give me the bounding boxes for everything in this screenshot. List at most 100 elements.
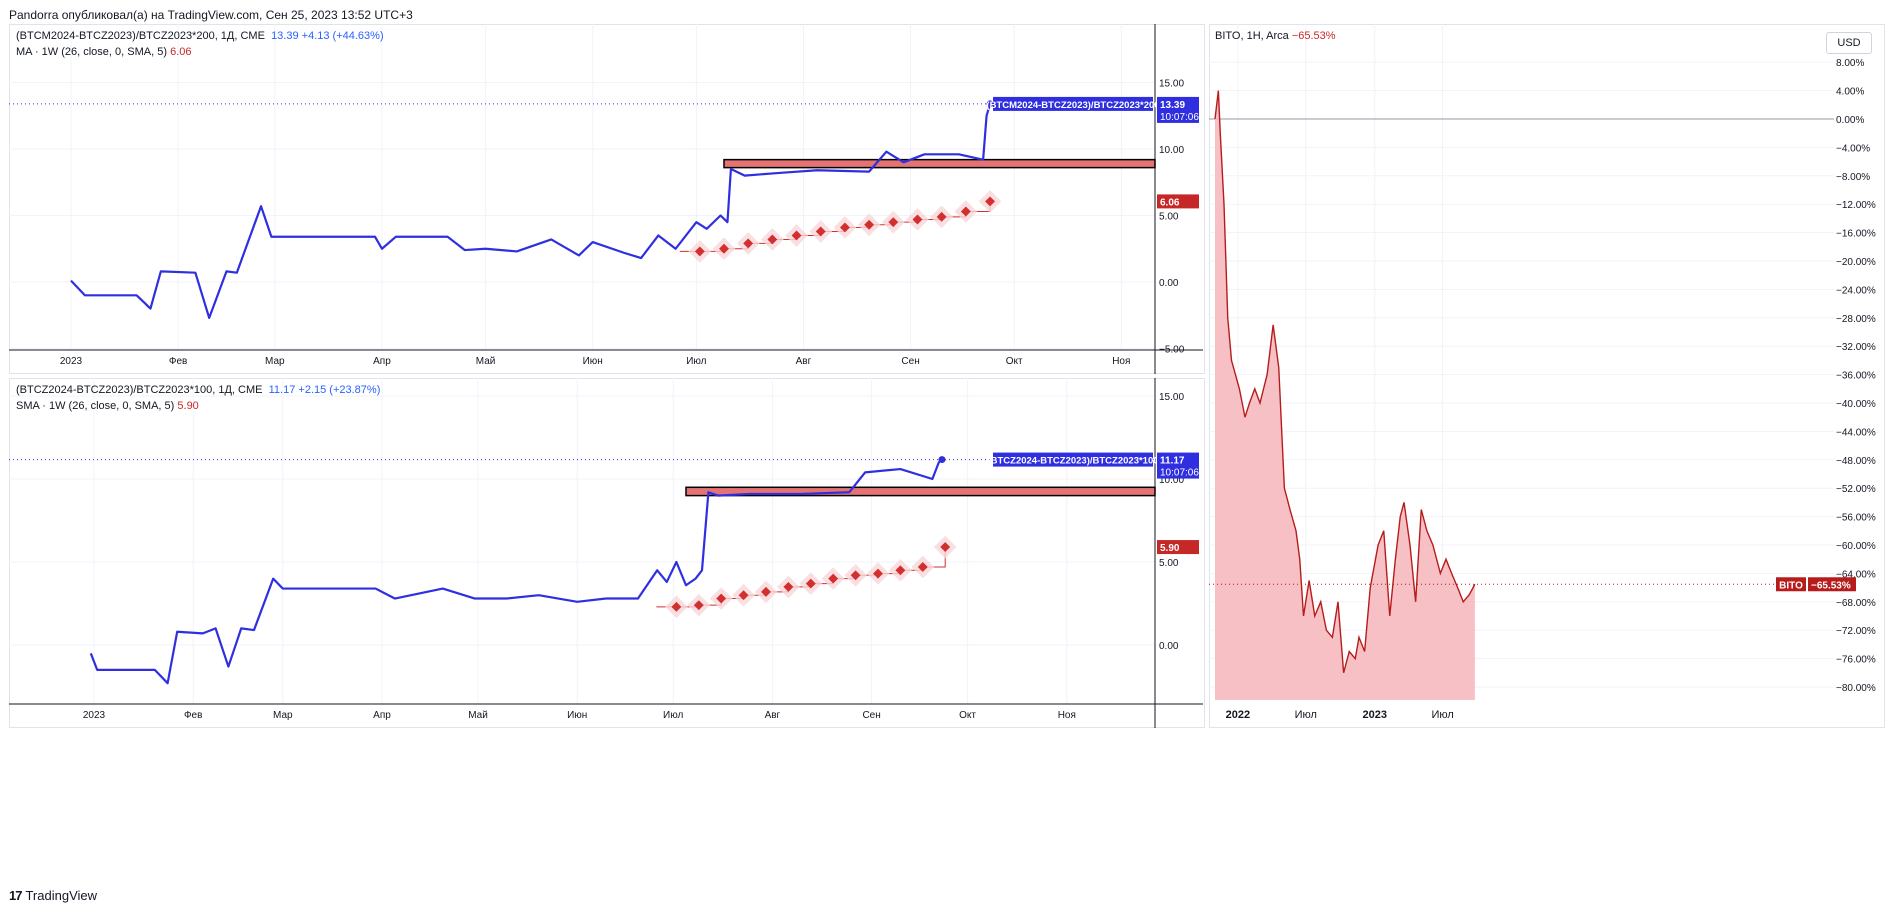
price-tag-box [1157,96,1199,123]
ma-tag-box [1157,194,1199,209]
top-ma-label: MA · 1W (26, close, 0, SMA, 5) [16,46,167,58]
y-tick-label: −40.00% [1836,399,1876,410]
bottom-legend: (BTCZ2024-BTCZ2023)/BTCZ2023*100, 1Д, CM… [16,382,380,414]
y-tick-label: 4.00% [1836,87,1864,98]
footer-brand: TradingView [25,888,98,903]
y-tick-label: −16.00% [1836,229,1876,240]
x-tick-label: Авг [765,710,781,721]
x-tick-label: 2023 [83,710,106,721]
ma-point [805,578,816,589]
x-tick-label: Июн [567,710,587,721]
x-tick-label: Ноя [1112,356,1130,367]
x-tick-label: Апр [373,710,391,721]
price-tag-box [1808,577,1856,592]
y-tick-label: −32.00% [1836,342,1876,353]
x-tick-label: Июн [583,356,603,367]
last-point-marker [986,100,994,108]
x-tick-label: Май [468,710,488,721]
y-tick-label: −64.00% [1836,569,1876,580]
y-tick-label: −52.00% [1836,484,1876,495]
price-tag-label-box [1776,577,1806,592]
price-tag-label: (BTCZ2024-BTCZ2023)/BTCZ2023*100 [987,456,1158,467]
bottom-chart-pane[interactable] [9,378,1205,728]
currency-selector[interactable]: USD [1826,32,1872,54]
price-tag-label: (BTCM2024-BTCZ2023)/BTCZ2023*200 [986,100,1159,111]
ma-point [761,586,771,597]
x-tick-label: Июл [686,356,706,367]
ma-point [693,600,704,611]
y-tick-label: −44.00% [1836,427,1876,438]
x-tick-label: Фев [184,710,202,721]
y-tick-label: −8.00% [1836,172,1870,183]
publish-header: Pandorra опубликовал(а) на TradingView.c… [9,8,413,22]
ma-point [936,211,947,222]
y-tick-label: 8.00% [1836,58,1864,69]
y-tick-label: −56.00% [1836,513,1876,524]
y-tick-label: 15.00 [1159,79,1184,90]
y-tick-label: −36.00% [1836,371,1876,382]
top-legend: (BTCM2024-BTCZ2023)/BTCZ2023*200, 1Д, CM… [16,28,384,60]
x-tick-label: Мар [273,710,293,721]
bottom-ma-value: 5.90 [177,400,199,412]
price-tag-value: 13.39 [1160,100,1185,111]
y-tick-label: −12.00% [1836,200,1876,211]
top-value: 13.39 [271,30,299,42]
price-tag-box [1157,452,1199,479]
ma-point [985,196,995,207]
ma-point [815,226,826,237]
y-tick-label: −68.00% [1836,598,1876,609]
support-zone [685,486,1156,497]
ma-point [850,570,861,581]
y-tick-label: −20.00% [1836,257,1876,268]
x-tick-label: Сен [901,356,919,367]
top-symbol-label: (BTCM2024-BTCZ2023)/BTCZ2023*200, 1Д, CM… [16,30,265,42]
x-tick-label: 2023 [1363,709,1387,721]
ma-point [694,246,705,257]
bottom-value: 11.17 [268,384,296,396]
ma-point [839,222,850,233]
y-tick-label: −80.00% [1836,683,1876,694]
x-tick-label: 2023 [60,356,83,367]
price-tag-value: 11.17 [1160,456,1185,467]
ma-point [960,206,971,217]
x-tick-label: Июл [1431,709,1453,721]
bottom-chart-svg[interactable]: 15.00 10.00 5.00 0.00 2023 Фев Мар Апр Май Июн Июл… [9,378,1205,730]
ma-point [940,542,951,553]
x-tick-label: Фев [169,356,187,367]
x-tick-label: Окт [959,710,976,721]
x-tick-label: Июл [1295,709,1317,721]
spread-series-line [70,103,992,320]
ma-point [719,243,729,254]
x-tick-label: Авг [796,356,812,367]
top-change: +4.13 (+44.63%) [301,30,384,42]
ma-tag-value: 6.06 [1160,197,1180,208]
ma-point [767,234,778,245]
right-change: −65.53% [1291,30,1336,42]
y-tick-label: −24.00% [1836,285,1876,296]
y-tick-label: 10.00 [1159,475,1184,486]
spread-series-line [89,458,943,685]
ma-point [888,217,899,228]
ma-point [912,214,923,225]
bottom-symbol-label: (BTCZ2024-BTCZ2023)/BTCZ2023*100, 1Д, CM… [16,384,263,396]
ma-point [738,590,749,601]
y-tick-label: 5.00 [1159,558,1179,569]
y-tick-label: 15.00 [1159,392,1184,403]
price-tag-label: BITO [1779,580,1803,591]
y-tick-label: 0.00 [1159,641,1179,652]
price-tag-time: 10:07:06 [1160,112,1199,123]
x-tick-label: Сен [862,710,880,721]
support-zone [723,158,1156,169]
ma-point [783,581,794,592]
ma-tag-value: 5.90 [1160,543,1180,554]
footer[interactable]: 17 TradingView [9,888,97,903]
ma-point [671,601,682,612]
x-tick-label: Окт [1006,356,1023,367]
x-tick-label: 2022 [1226,709,1250,721]
y-tick-label: −48.00% [1836,456,1876,467]
ma-point [716,593,727,604]
y-tick-label: −28.00% [1836,314,1876,325]
right-chart-svg[interactable]: 8.00% 4.00% 0.00% −4.00% −8.00% −12.00% −16.00… [1209,24,1885,728]
bito-line [1214,90,1476,673]
